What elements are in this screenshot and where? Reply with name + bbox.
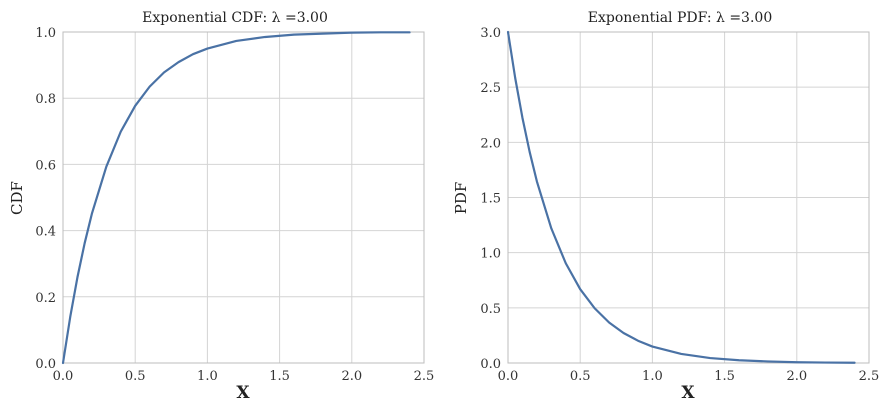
- cdf-x-tick-label: 2.5: [414, 369, 435, 384]
- cdf-x-tick-label: 0.5: [125, 369, 146, 384]
- cdf-chart-title: Exponential CDF: λ =3.00: [142, 10, 328, 26]
- pdf-plot-frame: [507, 31, 870, 364]
- pdf-y-tick-label: 2.0: [480, 136, 501, 151]
- cdf-y-axis-label: CDF: [8, 181, 26, 215]
- cdf-plot-frame: [62, 31, 425, 364]
- pdf-y-tick-label: 0.5: [480, 302, 501, 317]
- pdf-chart-title: Exponential PDF: λ =3.00: [588, 10, 772, 26]
- pdf-x-tick-label: 0.0: [498, 369, 519, 384]
- cdf-chart: Exponential CDF: λ =3.00 CDF X 0.0 0.5 1.0…: [8, 10, 434, 403]
- pdf-y-axis-label: PDF: [452, 182, 470, 215]
- cdf-x-axis-label: X: [236, 383, 250, 403]
- cdf-x-tick-label: 0.0: [53, 369, 74, 384]
- cdf-x-tick-label: 2.0: [341, 369, 362, 384]
- pdf-x-tick-label: 1.0: [642, 369, 663, 384]
- pdf-x-tick-label: 2.5: [859, 369, 880, 384]
- pdf-y-tick-label: 1.0: [480, 247, 501, 262]
- cdf-y-tick-label: 0.4: [35, 225, 56, 240]
- pdf-x-axis-label: X: [681, 383, 695, 403]
- pdf-x-tick-label: 0.5: [570, 369, 591, 384]
- pdf-x-tick-label: 1.5: [714, 369, 735, 384]
- cdf-x-tick-label: 1.5: [269, 369, 290, 384]
- pdf-series-line: [506, 30, 856, 364]
- pdf-x-tick-label: 2.0: [786, 369, 807, 384]
- cdf-x-tick-label: 1.0: [197, 369, 218, 384]
- pdf-y-tick-label: 2.5: [480, 81, 501, 96]
- pdf-y-tick-label: 3.0: [480, 26, 501, 41]
- cdf-y-tick-label: 1.0: [35, 26, 56, 41]
- pdf-y-tick-label: 0.0: [480, 357, 501, 372]
- cdf-grid: [62, 31, 425, 364]
- pdf-y-tick-label: 1.5: [480, 192, 501, 207]
- pdf-chart: Exponential PDF: λ =3.00 PDF X 0.0 0.5 1.0…: [452, 10, 879, 403]
- cdf-y-tick-label: 0.2: [35, 291, 56, 306]
- cdf-series-line: [61, 31, 411, 365]
- pdf-grid: [507, 31, 870, 364]
- cdf-y-tick-label: 0.0: [35, 357, 56, 372]
- cdf-y-tick-label: 0.6: [35, 158, 56, 173]
- cdf-y-tick-label: 0.8: [35, 92, 56, 107]
